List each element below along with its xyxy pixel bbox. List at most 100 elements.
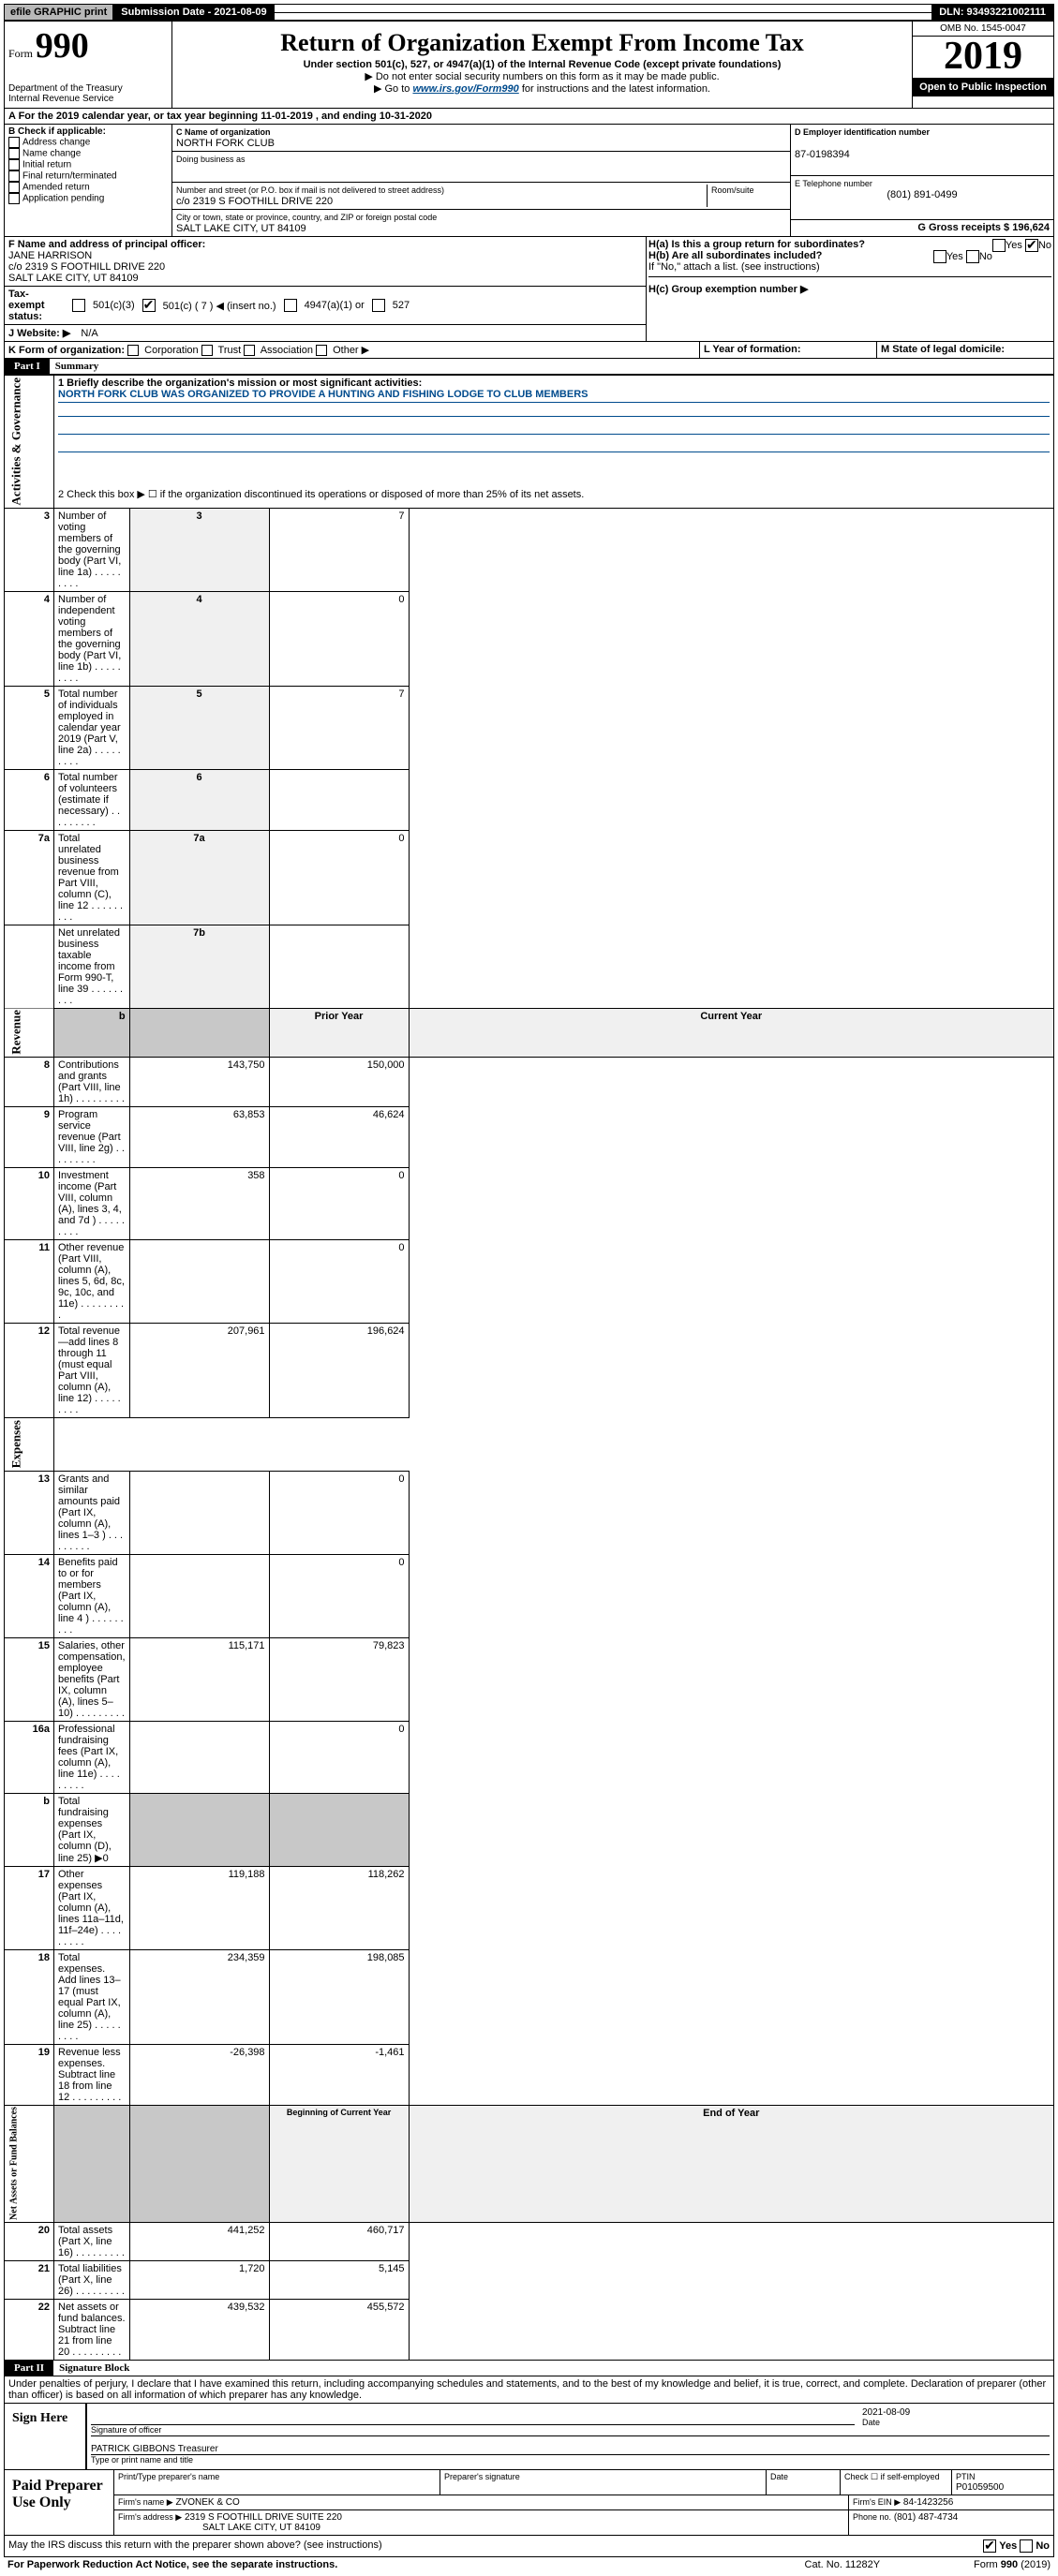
ein: 87-0198394 <box>795 149 850 160</box>
part-2-label: Part II <box>5 2361 53 2376</box>
principal-officer: F Name and address of principal officer:… <box>5 237 646 287</box>
officer-group-row: F Name and address of principal officer:… <box>4 237 1054 342</box>
subtitle-1: Under section 501(c), 527, or 4947(a)(1)… <box>178 59 906 70</box>
part-2-title: Signature Block <box>53 2362 129 2374</box>
rev-row-11: 11Other revenue (Part VIII, column (A), … <box>5 1240 1054 1324</box>
net-row-22: 22Net assets or fund balances. Subtract … <box>5 2300 1054 2361</box>
checkbox-501c3[interactable] <box>72 299 85 312</box>
info-boxes: B Check if applicable: Address changeNam… <box>4 125 1054 237</box>
vert-revenue: Revenue <box>5 1008 54 1058</box>
website-row: J Website: ▶ N/A <box>5 325 646 341</box>
box-h: H(a) Is this a group return for subordin… <box>647 237 1053 341</box>
end-year-header: End of Year <box>409 2105 1053 2223</box>
k-opt-other-[interactable]: Other ▶ <box>316 345 369 356</box>
address: c/o 2319 S FOOTHILL DRIVE 220 <box>176 196 333 207</box>
row-k: K Form of organization: Corporation Trus… <box>4 342 1054 359</box>
box-d-e-g: D Employer identification number 87-0198… <box>791 125 1053 236</box>
address-row: Number and street (or P.O. box if mail i… <box>172 183 790 210</box>
h-note: If "No," attach a list. (see instruction… <box>648 261 1051 277</box>
begin-year-header: Beginning of Current Year <box>269 2105 409 2223</box>
form-of-org: K Form of organization: Corporation Trus… <box>5 342 700 358</box>
checkbox-501c[interactable] <box>142 299 156 312</box>
checkbox-final-return-terminated[interactable]: Final return/terminated <box>8 170 168 182</box>
phone-row: E Telephone number (801) 891-0499 <box>791 176 1053 220</box>
checkbox-address-change[interactable]: Address change <box>8 137 168 148</box>
checkbox-527[interactable] <box>372 299 385 312</box>
box-c: C Name of organization NORTH FORK CLUB D… <box>172 125 791 236</box>
city: SALT LAKE CITY, UT 84109 <box>176 223 306 234</box>
box-b: B Check if applicable: Address changeNam… <box>5 125 172 236</box>
gov-row-4: 4Number of independent voting members of… <box>5 591 1054 686</box>
gov-row-5: 5Total number of individuals employed in… <box>5 686 1054 769</box>
dln: DLN: 93493221002111 <box>931 5 1053 20</box>
footer-row: For Paperwork Reduction Act Notice, see … <box>4 2557 1054 2572</box>
gov-row-7b: Net unrelated business taxable income fr… <box>5 925 1054 1008</box>
prior-year-header: Prior Year <box>269 1008 409 1058</box>
mission-block: 1 Briefly describe the organization's mi… <box>54 376 1054 486</box>
mission-text: NORTH FORK CLUB WAS ORGANIZED TO PROVIDE… <box>58 389 1050 403</box>
part-2-header: Part II Signature Block <box>4 2361 1054 2376</box>
header-right: OMB No. 1545-0047 2019 Open to Public In… <box>912 22 1053 108</box>
vert-net: Net Assets or Fund Balances <box>5 2105 54 2223</box>
rev-row-9: 9Program service revenue (Part VIII, lin… <box>5 1107 1054 1168</box>
header-center: Return of Organization Exempt From Incom… <box>172 22 912 108</box>
k-opt-corporation[interactable]: Corporation <box>127 345 201 356</box>
top-bar: efile GRAPHIC print Submission Date - 20… <box>4 4 1054 21</box>
exp-row-17: 17Other expenses (Part IX, column (A), l… <box>5 1866 1054 1949</box>
rev-row-12: 12Total revenue—add lines 8 through 11 (… <box>5 1324 1054 1418</box>
discuss-yes[interactable] <box>983 2539 996 2553</box>
form-number: 990 <box>36 26 89 66</box>
form-prefix: Form <box>8 47 33 60</box>
tax-year: 2019 <box>913 37 1053 76</box>
net-row-20: 20Total assets (Part X, line 16) 441,252… <box>5 2223 1054 2261</box>
line-2: 2 Check this box ▶ ☐ if the organization… <box>54 486 1054 508</box>
k-opt-trust[interactable]: Trust <box>201 345 245 356</box>
efile-label[interactable]: efile GRAPHIC print <box>5 5 113 20</box>
state-domicile: M State of legal domicile: <box>877 342 1053 358</box>
net-row-21: 21Total liabilities (Part X, line 26) 1,… <box>5 2261 1054 2300</box>
officer-name: PATRICK GIBBONS Treasurer <box>91 2444 218 2454</box>
exp-row-13: 13Grants and similar amounts paid (Part … <box>5 1471 1054 1554</box>
paid-preparer-block: Paid Preparer Use Only Print/Type prepar… <box>4 2470 1054 2536</box>
submission-date: Submission Date - 2021-08-09 <box>113 5 274 20</box>
checkbox-name-change[interactable]: Name change <box>8 148 168 159</box>
sign-here-block: Sign Here Signature of officer 2021-08-0… <box>4 2404 1054 2470</box>
instructions-link[interactable]: www.irs.gov/Form990 <box>412 83 518 95</box>
h-b: H(b) Are all subordinates included? Yes … <box>648 250 1051 261</box>
h-c: H(c) Group exemption number ▶ <box>648 277 1051 295</box>
gov-row-6: 6Total number of volunteers (estimate if… <box>5 769 1054 830</box>
phone-value: (801) 891-0499 <box>795 189 1050 200</box>
checkbox-application-pending[interactable]: Application pending <box>8 193 168 204</box>
exp-row-b: bTotal fundraising expenses (Part IX, co… <box>5 1793 1054 1866</box>
part-1-title: Summary <box>50 361 98 372</box>
part-1-header: Part I Summary <box>4 359 1054 375</box>
exp-row-18: 18Total expenses. Add lines 13–17 (must … <box>5 1949 1054 2044</box>
ein-row: D Employer identification number 87-0198… <box>791 125 1053 176</box>
checkbox-amended-return[interactable]: Amended return <box>8 182 168 193</box>
form-title: Return of Organization Exempt From Incom… <box>178 29 906 57</box>
form-header: Form 990 Department of the Treasury Inte… <box>4 21 1054 109</box>
discuss-no[interactable] <box>1020 2539 1033 2553</box>
checkbox-4947[interactable] <box>284 299 297 312</box>
k-opt-association[interactable]: Association <box>244 345 316 356</box>
city-row: City or town, state or province, country… <box>172 210 790 236</box>
h-a: H(a) Is this a group return for subordin… <box>648 239 1051 250</box>
subtitle-2: ▶ Do not enter social security numbers o… <box>178 70 906 82</box>
org-name-row: C Name of organization NORTH FORK CLUB <box>172 125 790 152</box>
row-a-period: A For the 2019 calendar year, or tax yea… <box>4 109 1054 125</box>
exp-row-19: 19Revenue less expenses. Subtract line 1… <box>5 2044 1054 2105</box>
org-name: NORTH FORK CLUB <box>176 138 275 149</box>
header-left: Form 990 Department of the Treasury Inte… <box>5 22 172 108</box>
exp-row-15: 15Salaries, other compensation, employee… <box>5 1637 1054 1721</box>
vert-expenses: Expenses <box>5 1418 54 1471</box>
subtitle-3: ▶ Go to www.irs.gov/Form990 for instruct… <box>178 82 906 95</box>
gross-receipts: G Gross receipts $ 196,624 <box>791 220 1053 235</box>
signature-line[interactable] <box>91 2407 855 2425</box>
declaration: Under penalties of perjury, I declare th… <box>4 2376 1054 2404</box>
tax-exempt-status: Tax-exempt status: 501(c)(3) 501(c) ( 7 … <box>5 287 646 325</box>
rev-row-8: 8Contributions and grants (Part VIII, li… <box>5 1058 1054 1107</box>
discuss-row: May the IRS discuss this return with the… <box>4 2536 1054 2557</box>
paid-preparer-label: Paid Preparer Use Only <box>5 2470 113 2535</box>
checkbox-initial-return[interactable]: Initial return <box>8 159 168 170</box>
open-to-public: Open to Public Inspection <box>913 78 1053 96</box>
